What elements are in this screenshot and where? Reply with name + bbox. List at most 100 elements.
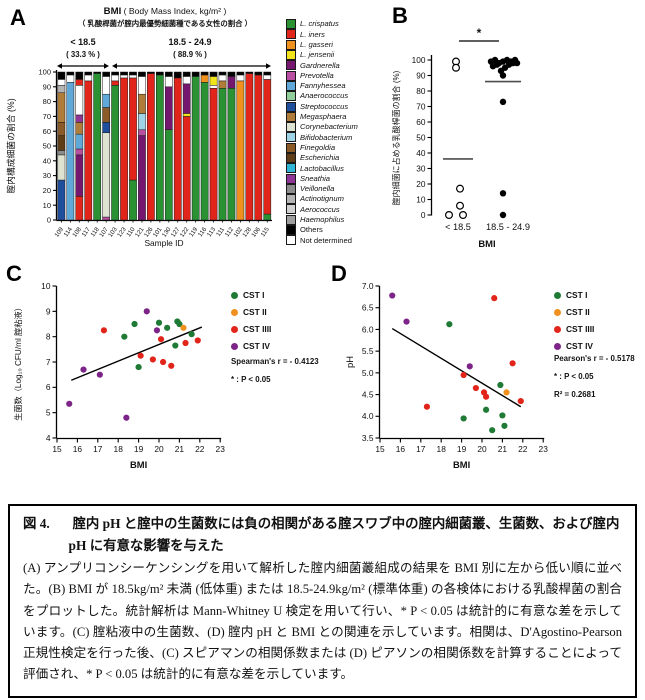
spearman-r-text: Spearman's r = - 0.4123 (231, 357, 319, 366)
legend-item: Haemophilus (286, 214, 358, 225)
bar-segment (102, 107, 111, 123)
bar-segment (138, 71, 146, 77)
legend-swatch-icon (286, 194, 296, 205)
data-point-filled (493, 61, 501, 68)
legend-swatch-icon (286, 101, 296, 112)
arrowhead-right-icon (266, 63, 271, 69)
panel-c-legend: CST I CST II CST IIII CST IV (231, 287, 271, 355)
bar-segment (209, 76, 218, 86)
trendline (71, 326, 203, 381)
bar-segment (164, 86, 173, 130)
legend-label: CST IIII (243, 324, 272, 335)
bar-segment (227, 71, 236, 77)
group1-label: < 18.5 (70, 37, 95, 47)
bar-segment (129, 71, 137, 76)
x-tick-label: 22 (518, 444, 528, 454)
scatter-point (482, 406, 490, 413)
figure-charts: BMI ( Body Mass Index, kg/m² ) （ 乳酸桿菌が腟内最… (5, 6, 548, 470)
y-tick-label: 10 (43, 201, 51, 210)
bar-segment (75, 196, 84, 221)
scatter-point (159, 358, 167, 366)
legend-label: Aerococcus (300, 204, 340, 214)
bar-segment (218, 88, 227, 221)
legend-item: L. iners (286, 29, 358, 40)
legend-item: Bifidobacterium (286, 132, 358, 143)
legend-swatch-icon (286, 173, 296, 184)
legend-item: Megasphaera (286, 111, 358, 122)
legend-label: L. crispatus (300, 19, 339, 29)
y-tick-label: 50 (416, 132, 426, 142)
scatter-point (466, 363, 473, 370)
y-tick-label: 10 (416, 194, 426, 204)
bar-segment (84, 80, 93, 221)
bar-segment (147, 71, 155, 74)
data-point-filled (499, 72, 507, 79)
xlabel: BMI (453, 459, 470, 470)
scatter-point (188, 331, 195, 338)
bar-segment (57, 79, 66, 86)
chart-graphic: BMI (104, 6, 122, 17)
sample-id-label: 127 (170, 226, 182, 239)
legend-label: CST I (566, 290, 588, 301)
scatter-point (168, 362, 175, 369)
xlabel: BMI (130, 459, 147, 470)
bar-segment (156, 71, 164, 76)
bar-segment (182, 76, 191, 85)
panel-b-letter: B (392, 3, 408, 28)
y-tick-label: 4.0 (362, 411, 374, 421)
group2-percent: ( 88.9 % ) (173, 50, 207, 59)
scatter-point (501, 422, 508, 429)
legend-label: Anaerococcus (300, 91, 349, 101)
trendline (391, 327, 522, 408)
scatter-point (131, 320, 138, 328)
y-tick-label: 50 (43, 142, 51, 151)
y-tick-label: 100 (38, 68, 51, 77)
legend-item: L. jensenii (286, 50, 358, 61)
bar-segment (84, 74, 93, 82)
y-tick-label: 4 (46, 433, 51, 443)
bar-segment (164, 129, 173, 221)
bar-segment (147, 73, 155, 221)
bar-segment (227, 76, 236, 89)
bar-segment (111, 74, 119, 82)
y-tick-label: 4.5 (362, 389, 374, 399)
legend-label: CST IV (566, 341, 593, 352)
group1-percent: ( 33.3 % ) (66, 50, 100, 59)
y-tick-label: 100 (412, 55, 426, 65)
bar-segment (102, 216, 111, 221)
bar-segment (75, 71, 84, 80)
legend-swatch-icon (286, 214, 296, 225)
bar-segment (75, 114, 84, 123)
bar-segment (129, 179, 137, 221)
scatter-point (100, 327, 108, 334)
sample-id-label: 119 (188, 226, 200, 239)
sample-id-label: 107 (98, 226, 110, 239)
scatter-point (482, 393, 490, 400)
sample-id-label: 113 (206, 226, 218, 239)
bar-segment (164, 76, 173, 88)
legend-item: CST II (231, 304, 271, 321)
x-group-label: < 18.5 (445, 222, 471, 232)
bar-segment (111, 80, 119, 86)
bar-segment (182, 113, 191, 117)
figure-caption-box: 図 4. 腟内 pH と腟中の生菌数には負の相関がある腟スワブ中の腟内細菌叢、生菌… (8, 504, 637, 698)
bar-segment (254, 74, 263, 221)
bar-segment (75, 79, 84, 86)
x-tick-label: 21 (175, 444, 185, 454)
bar-segment (66, 74, 75, 83)
scatter-point (137, 352, 144, 359)
scatter-point (80, 366, 87, 373)
bar-segment (156, 74, 164, 221)
legend-swatch-icon (286, 142, 296, 153)
scatter-point (497, 381, 504, 389)
y-tick-label: 6 (46, 382, 51, 392)
legend-swatch-icon (286, 111, 296, 122)
legend-label: Actinotignum (300, 194, 344, 204)
legend-label: CST IV (243, 341, 270, 352)
bar-segment (200, 82, 209, 221)
scatter-point (164, 324, 171, 331)
bar-segment (120, 71, 128, 76)
legend-item: Finegoldia (286, 142, 358, 153)
x-tick-label: 15 (52, 444, 62, 454)
legend-label: Escherichia (300, 153, 340, 163)
